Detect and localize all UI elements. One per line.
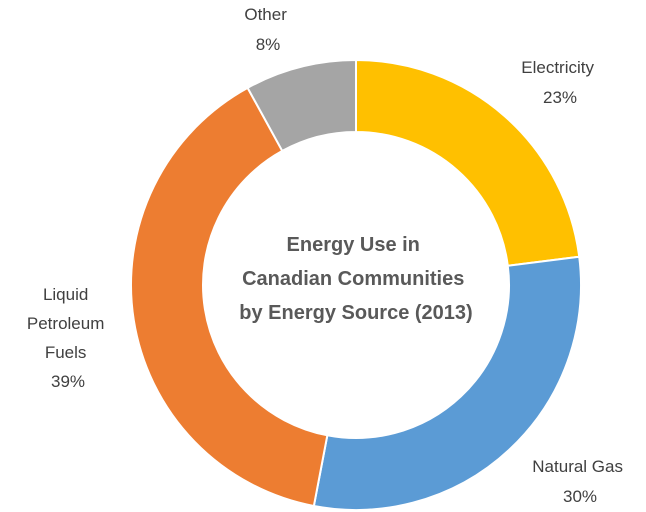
slice-label-name-line: Natural Gas <box>532 457 623 476</box>
slice-label-other: Other 8% <box>244 5 291 54</box>
slice-liquid-petroleum-fuels <box>130 86 329 508</box>
slice-label-name-line: Fuels <box>45 343 87 362</box>
chart-title-line-1: Energy Use in <box>287 234 420 256</box>
slice-label-name-line: Liquid <box>43 285 88 304</box>
slice-other <box>246 58 357 153</box>
chart-title-line-2: Canadian Communities <box>242 268 464 290</box>
slice-label-liquid-petroleum-fuels: Liquid Petroleum Fuels 39% <box>27 285 109 391</box>
slice-label-value: 8% <box>256 35 281 54</box>
chart-title: Energy Use in Canadian Communities by En… <box>239 234 472 324</box>
slice-label-natural-gas: Natural Gas 30% <box>532 457 627 506</box>
slice-label-value: 23% <box>543 88 577 107</box>
slice-label-value: 39% <box>51 372 85 391</box>
slice-label-electricity: Electricity 23% <box>521 58 598 107</box>
slice-label-name-line: Other <box>244 5 287 24</box>
slice-natural-gas <box>312 255 582 511</box>
slice-electricity <box>355 58 581 267</box>
chart-slices <box>130 58 582 511</box>
slice-label-name-line: Electricity <box>521 58 594 77</box>
chart-title-line-3: by Energy Source (2013) <box>239 302 472 324</box>
slice-label-name-line: Petroleum <box>27 314 104 333</box>
slice-label-value: 30% <box>563 487 597 506</box>
